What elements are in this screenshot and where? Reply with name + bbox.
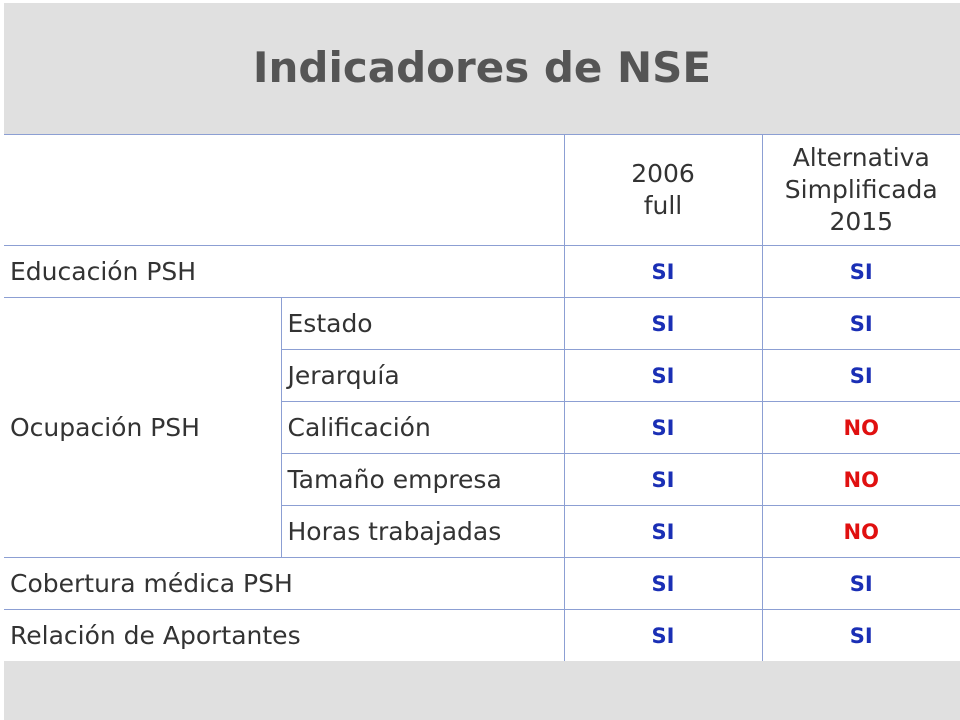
value-cell: SI [563, 401, 763, 454]
row-label: Educación PSH [4, 245, 565, 298]
value-cell: SI [761, 349, 960, 402]
value-cell: SI [563, 245, 763, 298]
value-cell: SI [761, 557, 960, 610]
row-label: Calificación [281, 401, 565, 454]
header-row: 2006 full Alternativa Simplificada 2015 [4, 135, 960, 246]
header-empty-cell [4, 135, 565, 246]
value-cell: SI [761, 609, 960, 662]
value-cell: NO [761, 401, 960, 454]
table-row: Horas trabajadas SI NO [4, 505, 960, 558]
table-row: Calificación SI NO [4, 401, 960, 454]
row-label: Relación de Aportantes [4, 609, 565, 662]
row-label: Estado [280, 297, 565, 350]
value-cell: SI [563, 453, 763, 506]
column-header-2015: Alternativa Simplificada 2015 [761, 135, 960, 246]
value-cell: SI [563, 349, 763, 402]
column-header-2006: 2006 full [563, 135, 763, 246]
group-label-ocupacion: Ocupación PSH [4, 297, 282, 558]
row-label: Cobertura médica PSH [4, 557, 565, 610]
value-cell: SI [761, 297, 960, 350]
footer-band [4, 661, 960, 720]
value-cell: NO [761, 505, 960, 558]
value-cell: SI [563, 505, 763, 558]
table-row: Relación de Aportantes SI SI [4, 609, 960, 662]
page-title: Indicadores de NSE [252, 43, 712, 92]
table-row: Cobertura médica PSH SI SI [4, 557, 960, 610]
table-row: Educación PSH SI SI [4, 245, 960, 298]
value-cell: SI [563, 557, 763, 610]
row-label: Horas trabajadas [281, 505, 565, 558]
table-row: Tamaño empresa SI NO [4, 453, 960, 506]
title-band: Indicadores de NSE [4, 3, 960, 135]
indicators-table: 2006 full Alternativa Simplificada 2015 … [4, 135, 960, 662]
row-label: Jerarquía [281, 349, 565, 402]
row-label: Tamaño empresa [281, 453, 565, 506]
value-cell: SI [761, 245, 960, 298]
table-row: Ocupación PSH Estado SI SI [4, 297, 960, 558]
value-cell: SI [563, 609, 763, 662]
value-cell: SI [563, 297, 763, 350]
value-cell: NO [761, 453, 960, 506]
